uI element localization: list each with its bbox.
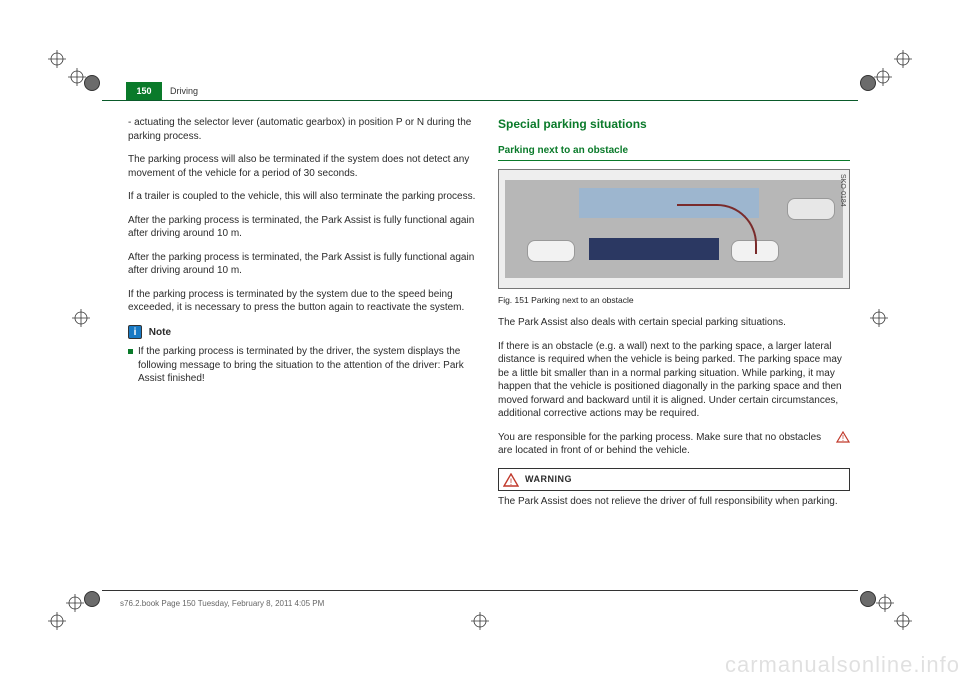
note-heading: Note [149,327,171,338]
left-para-4: If the parking process is terminated by … [128,288,480,315]
solid-reg-bottom-left [84,591,100,607]
reg-mark-br-outer [894,612,912,630]
note-bullet-text: If the parking process is terminated by … [138,345,480,386]
reg-mark-tr-outer [894,50,912,68]
header-rule [102,100,858,101]
note-block: i Note [128,325,480,340]
reg-mark-bottom-center [471,612,489,630]
figure-caption: Fig. 151 Parking next to an obstacle [498,295,850,306]
note-bullet-1: If the parking process is terminated by … [128,345,480,386]
sub-heading: Parking next to an obstacle [498,144,850,161]
watermark: carmanualsonline.info [725,652,960,678]
bullet-square-icon [128,349,133,354]
svg-text:!: ! [842,434,844,443]
header-section-text: Driving [170,86,198,96]
left-intro: - actuating the selector lever (automati… [128,116,480,143]
right-para-3: ! You are responsible for the parking pr… [498,431,850,458]
reg-mark-tr-inner [874,68,892,86]
info-icon: i [128,325,142,339]
warning-triangle-icon: ! [503,473,519,487]
right-column: Special parking situations Parking next … [498,116,850,509]
figure-own-car [787,198,835,220]
reg-mark-br-inner [876,594,894,612]
figure-parked-car-left [527,240,575,262]
left-column: - actuating the selector lever (automati… [128,116,480,390]
reg-mark-bl-outer [48,612,66,630]
reg-mark-bl-inner [66,594,84,612]
left-para-1: If a trailer is coupled to the vehicle, … [128,190,480,204]
footer-text-left: s76.2.book Page 150 Tuesday, February 8,… [120,599,324,608]
right-para-3-text: You are responsible for the parking proc… [498,432,821,457]
solid-reg-top-left [84,75,100,91]
footer-rule [102,590,858,591]
figure-code: SKO-0184 [838,174,847,207]
left-note: The parking process will also be termina… [128,153,480,180]
reg-mark-mid-right [870,309,888,327]
left-para-2: After the parking process is terminated,… [128,214,480,241]
page-number-tab: 150 [126,82,162,100]
svg-text:!: ! [510,477,513,487]
figure-parking-diagram: SKO-0184 [498,169,850,289]
warning-box: ! WARNING [498,468,850,492]
reg-mark-tl-outer [48,50,66,68]
right-para-1: The Park Assist also deals with certain … [498,316,850,330]
solid-reg-bottom-right [860,591,876,607]
inline-warning-icon: ! [836,431,850,448]
right-para-2: If there is an obstacle (e.g. a wall) ne… [498,340,850,421]
warning-text: The Park Assist does not relieve the dri… [498,495,850,509]
reg-mark-mid-left [72,309,90,327]
left-para-3: After the parking process is terminated,… [128,251,480,278]
warning-label: WARNING [525,474,572,484]
section-title: Special parking situations [498,116,850,132]
reg-mark-tl-inner [68,68,86,86]
